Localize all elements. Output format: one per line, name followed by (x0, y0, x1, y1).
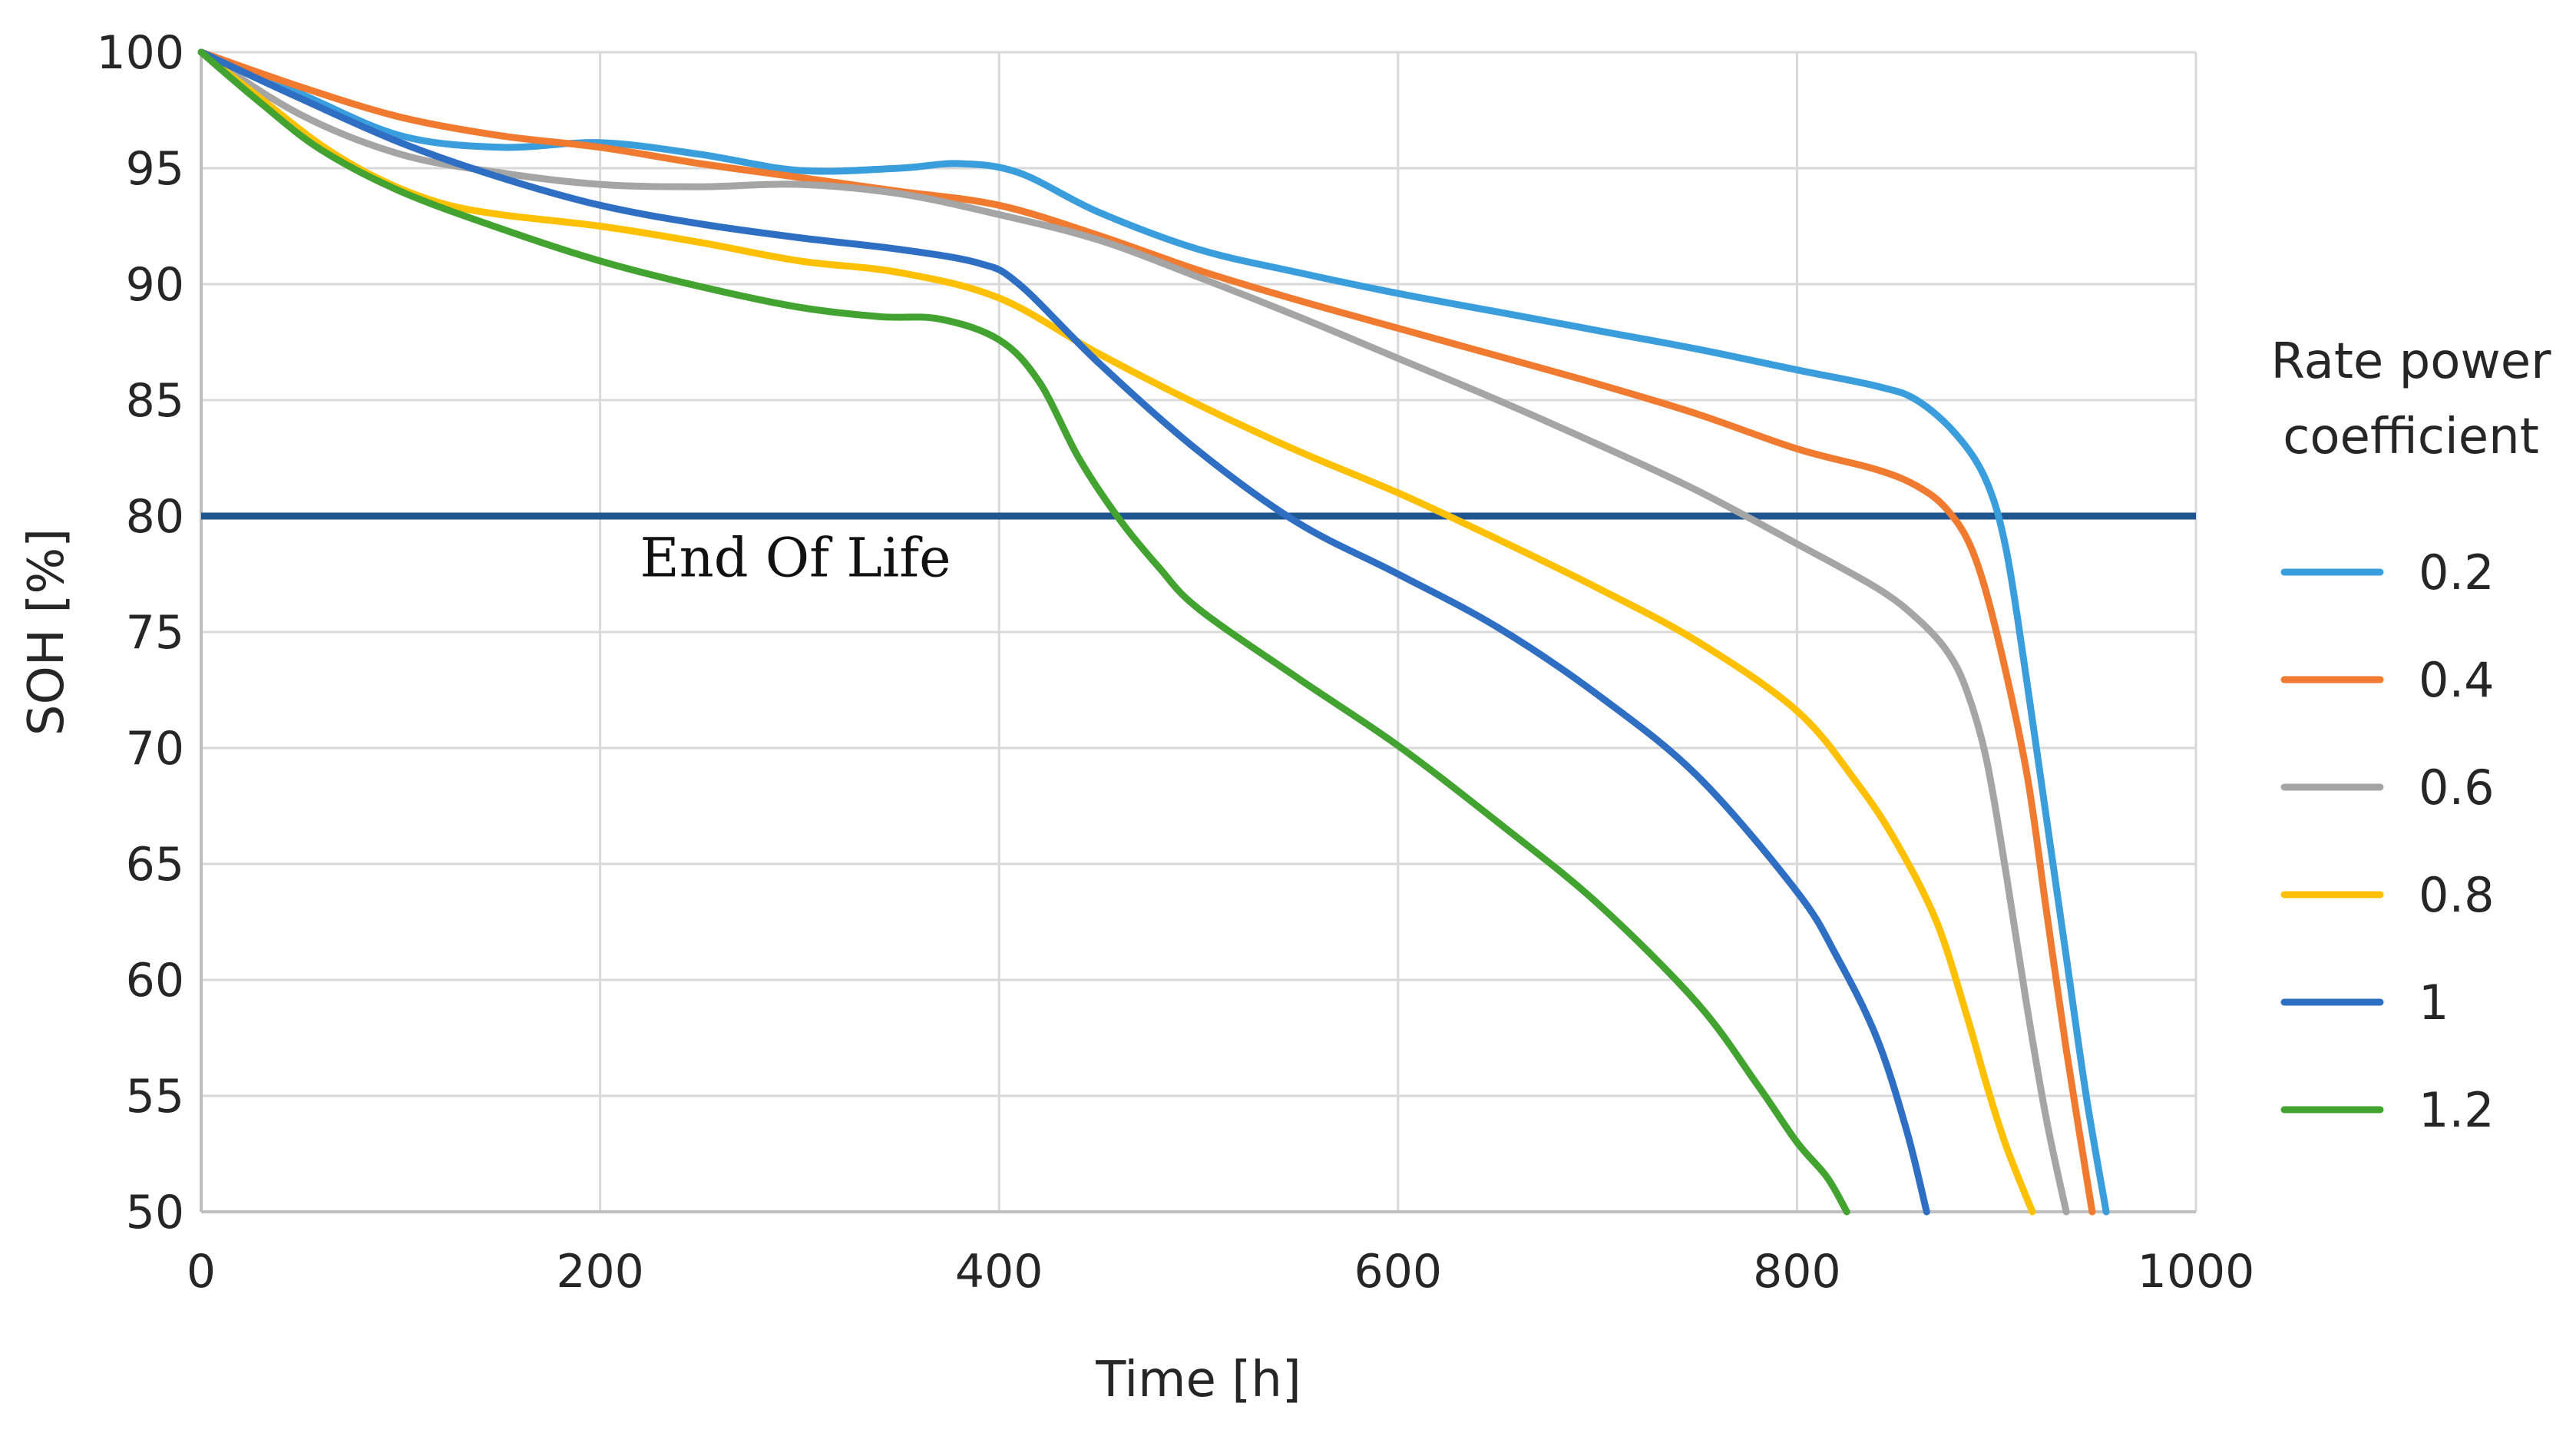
y-tick-label: 50 (126, 1186, 184, 1239)
axes (200, 52, 2196, 1213)
series-lines (197, 48, 2110, 1216)
series-line-0.2 (197, 48, 2110, 1216)
legend-title-line-1: Rate power (2271, 333, 2552, 390)
legend-label-0.6: 0.6 (2419, 760, 2495, 816)
x-tick-label: 1000 (2138, 1245, 2255, 1299)
legend-label-0.8: 0.8 (2419, 867, 2495, 923)
series-line-0.6 (197, 48, 2070, 1216)
y-tick-label: 90 (126, 258, 184, 312)
legend-label-1.2: 1.2 (2419, 1082, 2495, 1138)
series-line-0.4 (197, 48, 2096, 1216)
x-tick-label: 800 (1753, 1245, 1841, 1299)
x-axis-title: Time [h] (1095, 1352, 1301, 1408)
series-line-1.2 (197, 48, 1850, 1216)
y-tick-label: 65 (126, 838, 184, 892)
x-tick-label: 600 (1354, 1245, 1443, 1299)
x-tick-label: 0 (187, 1245, 216, 1299)
y-tick-label: 85 (126, 374, 184, 428)
end-of-life-label: End Of Life (640, 527, 951, 590)
legend-items: 0.2 0.4 0.6 0.8 1 1.2 (2280, 544, 2495, 1138)
legend-label-1: 1 (2419, 975, 2449, 1031)
legend-title-line-2: coefficient (2283, 409, 2539, 465)
legend: Rate power coefficient 0.2 0.4 0.6 0.8 1 1.2 (2271, 333, 2552, 1138)
x-tick-label: 400 (955, 1245, 1043, 1299)
series-line-1 (197, 48, 1930, 1216)
y-tick-label: 80 (126, 490, 184, 544)
y-tick-label: 60 (126, 954, 184, 1008)
x-tick-label: 200 (556, 1245, 644, 1299)
y-tick-label: 70 (126, 722, 184, 776)
y-tick-label: 55 (126, 1070, 184, 1124)
y-tick-label: 75 (126, 606, 184, 660)
series-line-0.8 (197, 48, 2036, 1216)
legend-label-0.2: 0.2 (2419, 544, 2495, 601)
y-tick-label: 95 (126, 142, 184, 196)
y-tick-label: 100 (96, 26, 184, 80)
legend-label-0.4: 0.4 (2419, 652, 2495, 708)
y-axis-title: SOH [%] (18, 528, 75, 736)
